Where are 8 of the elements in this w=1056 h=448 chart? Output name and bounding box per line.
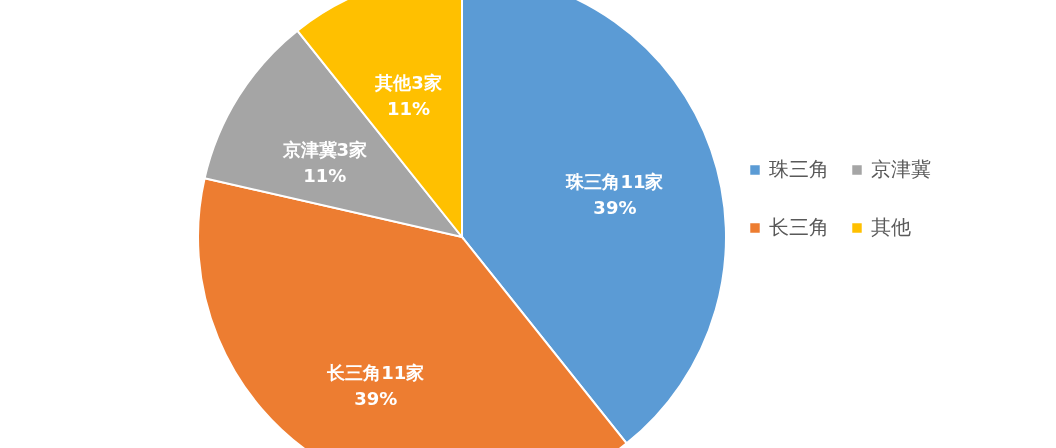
data-label: 珠三角11家 39%	[565, 171, 664, 219]
data-label: 其他3家 11%	[374, 72, 442, 120]
data-label: 长三角11家 39%	[326, 362, 425, 410]
data-label: 京津冀3家 11%	[281, 138, 368, 186]
legend-label: 京津冀	[871, 157, 931, 181]
legend-label: 珠三角	[769, 157, 829, 181]
legend-label: 其他	[871, 215, 911, 239]
legend-label: 长三角	[769, 215, 829, 239]
